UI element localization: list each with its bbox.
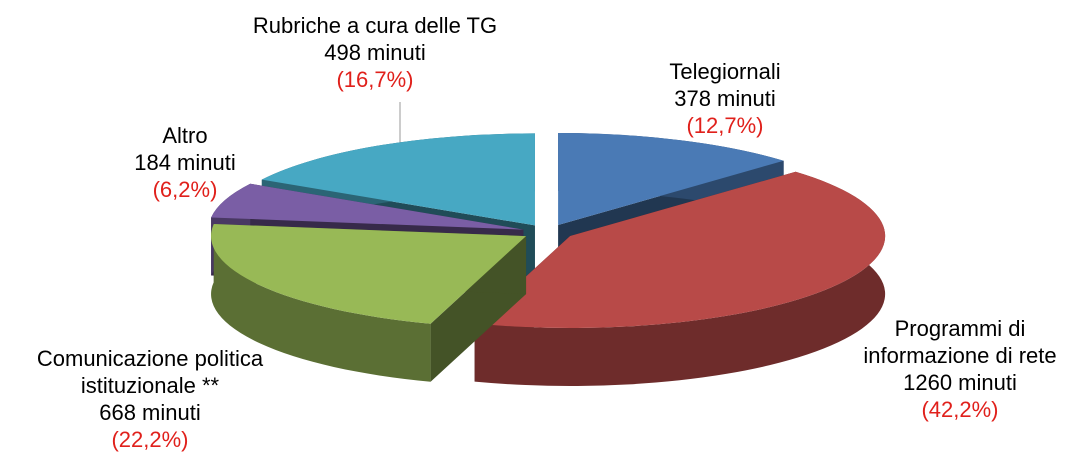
category-name: Programmi di informazione di rete — [863, 316, 1057, 368]
slice-top — [211, 183, 524, 230]
category-name: Comunicazione politica istituzionale ** — [36, 346, 264, 398]
slice-wall — [211, 223, 431, 382]
slice-label: Programmi di informazione di rete 1260 mi… — [800, 315, 1092, 423]
percent-label: (12,7%) — [686, 113, 764, 138]
slice-label: Comunicazione politica istituzionale ** 6… — [0, 345, 310, 453]
minutes-label: 184 minuti — [134, 150, 236, 175]
percent-label: (16,7%) — [336, 67, 414, 92]
slice-top — [474, 171, 886, 328]
minutes-label: 668 minuti — [99, 400, 201, 425]
minutes-label: 498 minuti — [324, 40, 426, 65]
category-name: Altro — [162, 123, 208, 148]
slice-wall — [474, 171, 886, 386]
category-name: Rubriche a cura delle TG — [252, 13, 498, 38]
percent-label: (42,2%) — [921, 397, 999, 422]
minutes-label: 1260 minuti — [903, 370, 1017, 395]
slice-label: Telegiornali 378 minuti (12,7%) — [565, 58, 885, 139]
slice-top — [261, 133, 535, 226]
percent-label: (22,2%) — [111, 427, 189, 452]
percent-label: (6,2%) — [152, 177, 218, 202]
slice-top — [558, 133, 784, 226]
minutes-label: 378 minuti — [674, 86, 776, 111]
category-name: Telegiornali — [669, 59, 781, 84]
slice-label: Altro 184 minuti (6,2%) — [25, 122, 345, 203]
slice-top — [211, 223, 527, 324]
slice-label: Rubriche a cura delle TG 498 minuti (16,7%… — [215, 12, 535, 93]
